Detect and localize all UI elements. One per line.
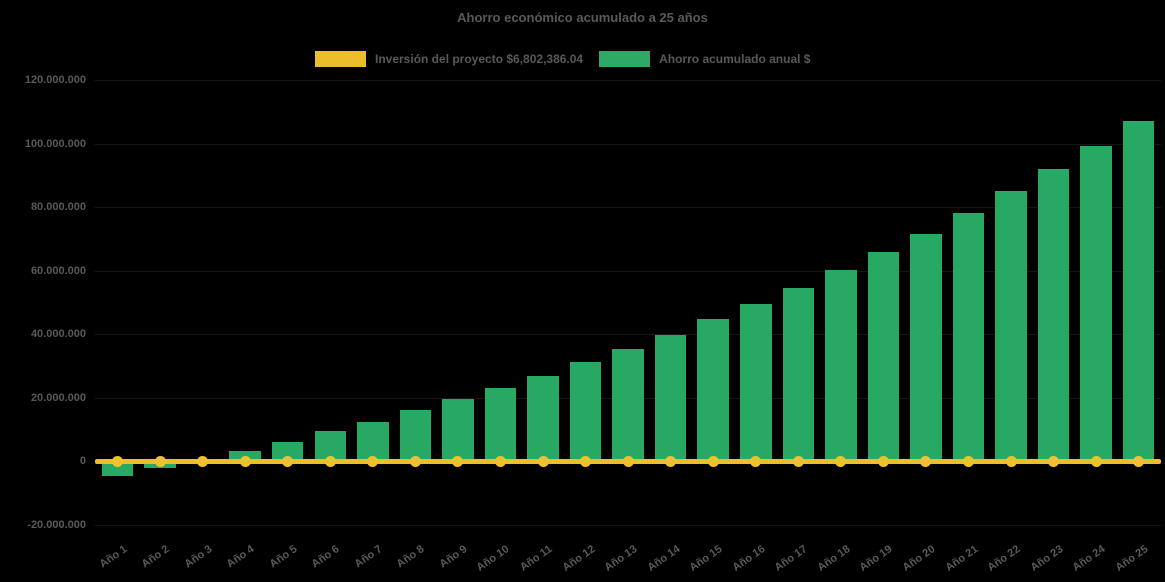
bar-año-8[interactable] — [399, 409, 432, 461]
line-marker-año-19[interactable] — [877, 455, 889, 467]
x-axis-tick-label: Año 1 — [97, 543, 129, 571]
line-marker-año-1[interactable] — [112, 455, 123, 467]
line-marker-año-24[interactable] — [1090, 455, 1102, 467]
line-marker-año-12[interactable] — [580, 455, 592, 467]
line-marker-año-2[interactable] — [154, 455, 166, 467]
line-marker-año-3[interactable] — [197, 455, 209, 467]
line-marker-año-15[interactable] — [707, 455, 719, 467]
legend-swatch-ahorro — [599, 51, 651, 67]
bar-año-7[interactable] — [357, 421, 389, 461]
y-axis-tick-label: 100.000.000 — [24, 137, 86, 150]
y-axis-tick-label: 20.000.000 — [30, 391, 86, 404]
gridline — [95, 524, 1161, 526]
line-marker-año-18[interactable] — [835, 455, 847, 467]
gridline — [95, 207, 1161, 208]
line-marker-año-5[interactable] — [282, 455, 294, 467]
gridline — [95, 270, 1161, 272]
bar-año-23[interactable] — [1037, 168, 1070, 461]
y-axis-tick-label: 80.000.000 — [30, 201, 86, 213]
gridline — [95, 334, 1161, 335]
line-marker-año-13[interactable] — [622, 455, 634, 467]
bar-año-19[interactable] — [867, 251, 900, 461]
line-marker-año-21[interactable] — [963, 455, 974, 467]
bar-año-12[interactable] — [569, 361, 602, 461]
y-axis-tick-label: 40.000.000 — [30, 328, 86, 340]
y-axis-tick-label: -20.000.000 — [27, 518, 86, 531]
line-marker-año-17[interactable] — [792, 455, 804, 467]
legend-item-ahorro[interactable]: Ahorro acumulado anual $ — [599, 51, 810, 67]
chart-title: Ahorro económico acumulado a 25 años — [457, 10, 708, 25]
bar-año-15[interactable] — [697, 319, 729, 461]
bar-año-10[interactable] — [484, 387, 517, 461]
bar-año-1[interactable] — [101, 461, 134, 476]
line-marker-año-4[interactable] — [239, 455, 251, 467]
line-marker-año-22[interactable] — [1005, 455, 1017, 467]
gridline — [95, 80, 1161, 81]
bar-año-13[interactable] — [612, 348, 644, 461]
line-marker-año-7[interactable] — [367, 455, 379, 467]
legend-label-inversion: Inversión del proyecto $6,802,386.04 — [375, 52, 584, 66]
line-marker-año-20[interactable] — [920, 455, 932, 467]
bar-año-14[interactable] — [654, 334, 687, 461]
y-axis-tick-label: 120.000.000 — [24, 74, 86, 86]
bar-año-11[interactable] — [527, 375, 559, 461]
legend-item-inversion[interactable]: Inversión del proyecto $6,802,386.04 — [315, 51, 583, 67]
line-marker-año-14[interactable] — [665, 455, 677, 467]
bar-año-17[interactable] — [782, 287, 815, 461]
line-marker-año-25[interactable] — [1133, 455, 1145, 467]
legend-label-ahorro: Ahorro acumulado anual $ — [659, 52, 811, 66]
line-marker-año-9[interactable] — [452, 455, 464, 467]
legend: Inversión del proyecto $6,802,386.04 Aho… — [315, 50, 810, 68]
bar-año-9[interactable] — [442, 399, 474, 461]
bar-año-22[interactable] — [995, 191, 1027, 461]
bar-año-20[interactable] — [910, 233, 942, 461]
bar-año-16[interactable] — [740, 304, 772, 461]
bar-año-5[interactable] — [271, 441, 304, 461]
legend-swatch-inversion — [315, 51, 366, 67]
y-axis-tick-label: 0 — [79, 455, 86, 467]
y-axis-tick-label: 60.000.000 — [30, 264, 86, 277]
bar-año-24[interactable] — [1080, 146, 1112, 461]
bar-año-18[interactable] — [825, 269, 857, 461]
line-marker-año-16[interactable] — [750, 455, 762, 467]
line-marker-año-23[interactable] — [1048, 455, 1060, 467]
line-marker-año-10[interactable] — [494, 455, 506, 467]
bar-año-21[interactable] — [952, 212, 985, 461]
line-marker-año-8[interactable] — [409, 455, 421, 467]
bar-año-25[interactable] — [1122, 120, 1155, 461]
gridline — [95, 143, 1161, 145]
line-marker-año-11[interactable] — [537, 455, 549, 467]
line-marker-año-6[interactable] — [324, 455, 336, 467]
